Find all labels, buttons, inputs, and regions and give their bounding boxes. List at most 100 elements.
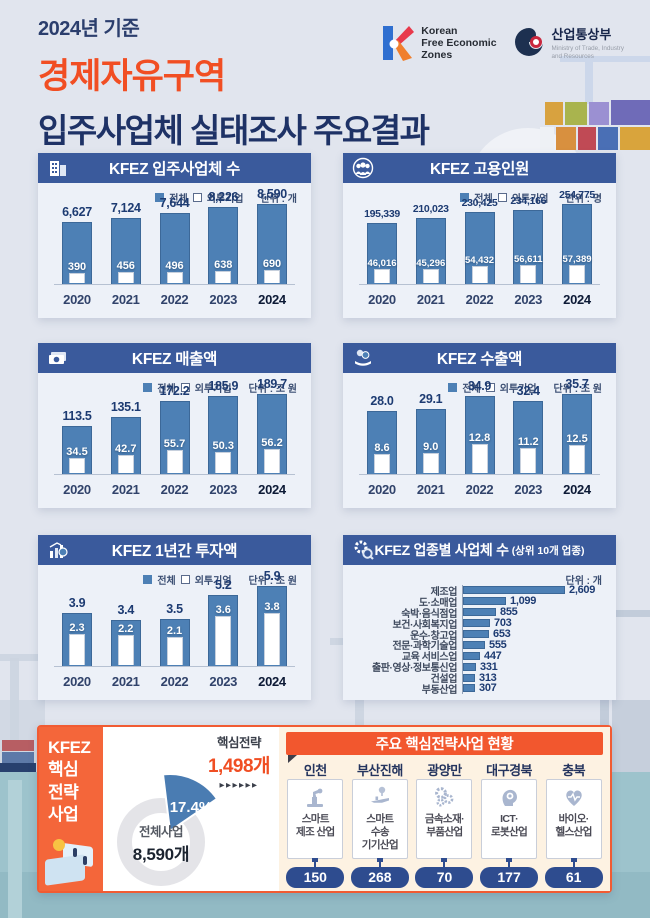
unit-label: 단위 : 명	[565, 194, 603, 205]
container-graphic	[611, 100, 650, 125]
connector-line	[506, 858, 513, 867]
industry-value-label: 855	[500, 606, 518, 619]
total-value-label: 7,644	[159, 196, 190, 210]
legend-foreign-label: 외투기업	[511, 194, 549, 205]
container-graphic	[540, 127, 554, 150]
motie-sub-line: and Resources	[551, 52, 594, 60]
region-industry-label: 바이오· 헬스산업	[556, 813, 593, 839]
region-list: 인천 스마트 제조 산업 150	[283, 760, 606, 888]
sidebar-illustration-block	[45, 854, 85, 886]
donut-chart	[117, 772, 219, 886]
industry-bar	[463, 597, 506, 606]
industry-row: 출판·영상·정보통신업 331	[353, 661, 608, 675]
core-strategy-callout: 핵심전략 1,498개 ▶▶▶▶▶▶	[199, 732, 279, 789]
foreign-bar	[471, 444, 488, 473]
panel-sales: KFEZ 매출액 전체 외투기업 단위 : 조 원 113.5 34.5 2020 1…	[38, 343, 311, 508]
industry-bar-zone: 703	[462, 617, 512, 629]
motie-logo: 산업통상부 Ministry of Trade, Industry and Re…	[513, 24, 624, 61]
legend-total-label: 전체	[462, 384, 481, 395]
connector-line	[570, 858, 577, 867]
kfez-logo-line: Free Economic	[421, 36, 497, 49]
motie-logo-icon	[514, 28, 543, 57]
unit-label: 단위 : 조 원	[248, 384, 297, 395]
container-graphic	[545, 102, 563, 125]
strategy-header-banner: 주요 핵심전략사업 현황	[286, 732, 603, 755]
bar-group-2021: 210,023 45,296 2021	[413, 200, 449, 307]
industry-line: 바이오·	[558, 813, 590, 825]
foreign-value-label: 56,611	[513, 254, 543, 265]
region-card: 스마트 수송 기기산업	[351, 779, 408, 860]
industry-row: 숙박·음식점업 855	[353, 606, 608, 620]
total-value-label: 34.9	[467, 379, 492, 393]
bar-group-2023: 8,226 638 2023	[208, 190, 238, 307]
region-name: 대구경북	[486, 763, 532, 778]
region-incheon: 인천 스마트 제조 산업 150	[283, 760, 348, 888]
bar-group-2020: 195,339 46,016 2020	[364, 200, 400, 307]
container-graphic	[589, 102, 609, 125]
total-value-label: 5.9	[263, 569, 281, 583]
year-label: 2020	[368, 292, 396, 307]
industry-name-label: 보건·사회복지업	[392, 619, 457, 631]
donut-wedge-core-strategy	[161, 772, 219, 833]
crane-silhouette	[355, 642, 364, 772]
total-value-label: 254,775	[559, 189, 595, 201]
panel-header: KFEZ 매출액	[38, 343, 311, 373]
region-busanjinhae: 부산진해 스마트 수송 기기산업 268	[348, 760, 413, 888]
robot-arm-icon	[307, 788, 324, 807]
industry-line: 수송	[370, 826, 390, 839]
panel-tenant-companies: KFEZ 입주사업체 수 전체 외투기업 단위 : 개 6,627 390 2020…	[38, 153, 311, 318]
year-label: 2024	[563, 482, 591, 497]
region-card: 금속소재· 부품산업	[416, 779, 473, 860]
foreign-value-label: 8.6	[374, 442, 390, 454]
industry-bar-zone: 555	[462, 639, 507, 651]
total-value-label: 135.1	[110, 400, 141, 414]
legend-total-swatch	[448, 383, 458, 392]
page-header: 2024년 기준 경제자유구역 입주사업체 실태조사 주요결과	[38, 12, 430, 152]
chart-legend: 전체 외투기업 단위 : 명	[460, 190, 602, 205]
panel-investment: KFEZ 1년간 투자액 전체 외투기업 단위 : 조 원 3.9 2.3 2020…	[38, 535, 311, 700]
bar-group-2022: 3.5 2.1 2022	[159, 582, 190, 689]
region-name: 광양만	[427, 763, 462, 778]
legend-foreign-swatch	[485, 383, 495, 392]
year-label: 2020	[63, 674, 91, 689]
bar-group-2022: 172.2 55.7 2022	[159, 384, 190, 497]
total-value-label: 234,166	[510, 195, 547, 207]
legend-total-label: 전체	[474, 194, 493, 205]
panel-title: KFEZ 입주사업체 수	[108, 161, 241, 178]
bar-group-2020: 113.5 34.5 2020	[62, 390, 92, 497]
bar-chart-employment: 195,339 46,016 2020 210,023 45,296 2021 230,42…	[359, 189, 600, 307]
chart-legend: 전체 외투기업 단위 : 조 원	[143, 380, 297, 395]
industry-line: 로봇산업	[490, 826, 528, 839]
panel-exports: KFEZ 수출액 전체 외투기업 단위 : 조 원 28.0 8.6 2020 29.…	[343, 343, 616, 508]
industry-bar-zone: 331	[462, 661, 498, 673]
core-strategy-count: 1,498개	[207, 756, 271, 777]
arrow-decoration: ▶▶▶▶▶▶	[219, 782, 259, 789]
total-value-label: 3.5	[166, 602, 183, 616]
industry-name-label: 부동산업	[421, 684, 458, 696]
foreign-bar	[569, 265, 585, 283]
legend-total-swatch	[460, 193, 470, 202]
year-label: 2024	[258, 674, 286, 689]
chart-legend: 전체 외투기업 단위 : 조 원	[143, 572, 297, 587]
region-industry-label: 스마트 수송 기기산업	[362, 813, 399, 852]
panel-industry: KFEZ 업종별 사업체 수 (상위 10개 업종) 단위 : 개 제조업 2,6…	[343, 535, 616, 700]
legend-total-swatch	[155, 193, 165, 202]
industry-line: 스마트	[366, 813, 394, 825]
industry-row: 운수·창고업 653	[353, 628, 608, 642]
unit-label: 단위 : 개	[260, 194, 298, 205]
lightbulb-graphic	[53, 839, 65, 851]
bar-group-2021: 135.1 42.7 2021	[110, 390, 141, 497]
kfez-logo-icon	[383, 26, 415, 61]
panel-title: KFEZ 1년간 투자액	[111, 543, 238, 560]
foreign-value-label: 46,016	[367, 258, 397, 269]
report-basis-label: 2024년 기준	[38, 18, 140, 40]
page-title-line1: 경제자유구역	[38, 57, 226, 96]
legend-total-label: 전체	[157, 576, 176, 587]
foreign-value-label: 2.2	[118, 623, 134, 635]
foreign-bar	[166, 272, 183, 283]
legend-foreign-swatch	[180, 383, 190, 392]
year-label: 2022	[465, 292, 494, 307]
legend-total-swatch	[143, 383, 153, 392]
industry-bar-zone: 653	[462, 628, 511, 640]
